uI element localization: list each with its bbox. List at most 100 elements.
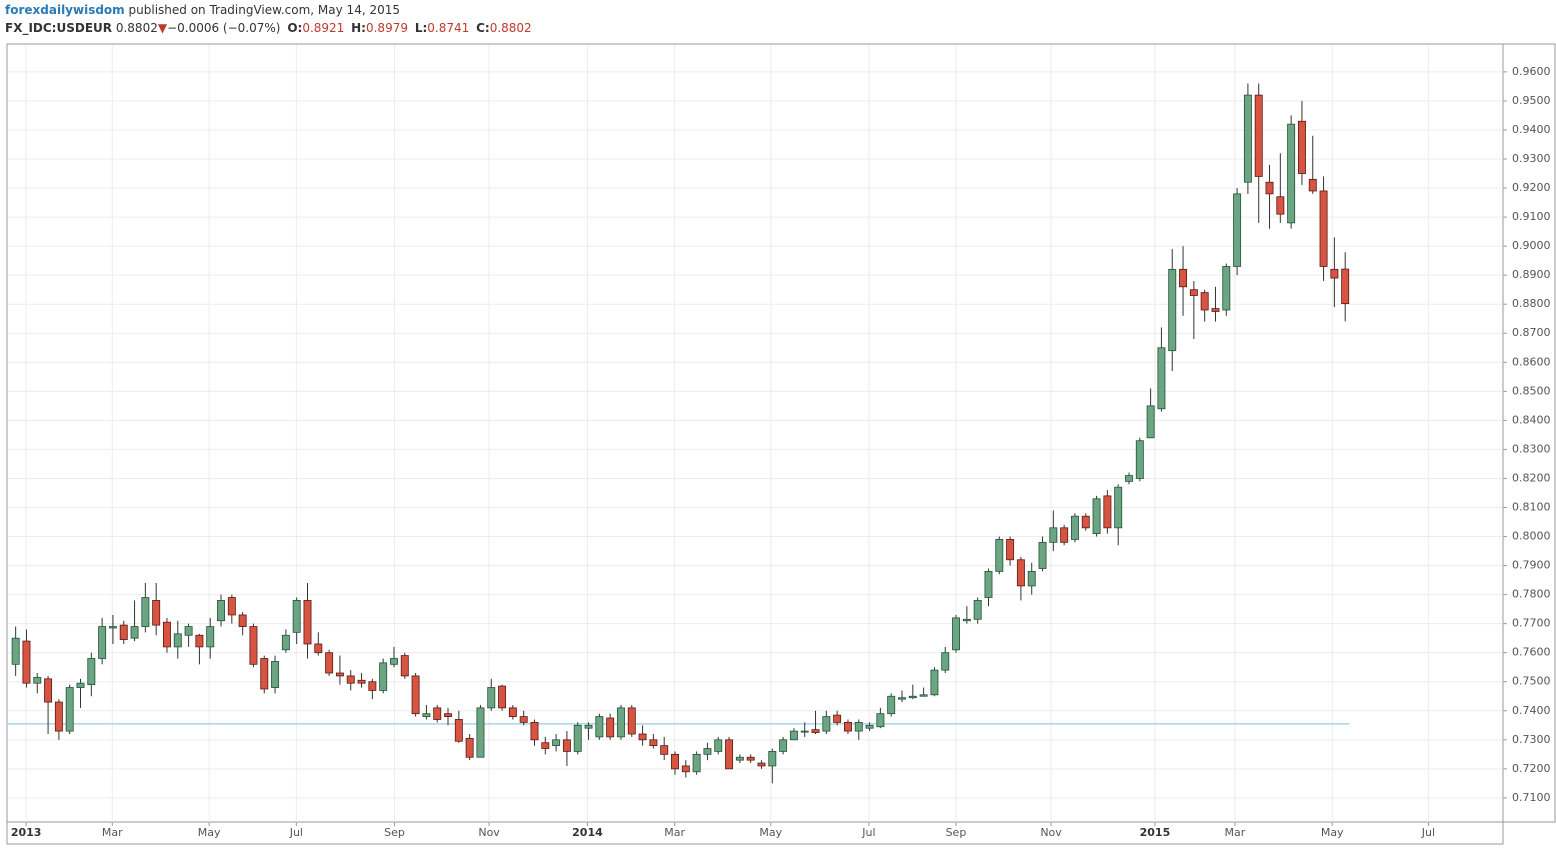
candle-body — [498, 685, 507, 709]
candle-body — [1027, 570, 1036, 587]
candle-body — [833, 714, 842, 723]
x-tick-label: Sep — [946, 826, 967, 839]
candle-body — [627, 707, 636, 735]
y-tick-label: 0.8900 — [1512, 268, 1551, 281]
y-tick-label: 0.7200 — [1512, 762, 1551, 775]
x-tick-label: Mar — [102, 826, 123, 839]
ohlc-value: 0.8802 — [489, 21, 532, 35]
candle-body — [800, 730, 809, 733]
candle-body — [1243, 94, 1252, 183]
candle-body — [87, 658, 96, 686]
candle-body — [746, 756, 755, 761]
candle-body — [335, 672, 344, 677]
y-tick-label: 0.8400 — [1512, 413, 1551, 426]
candle-body — [325, 652, 334, 674]
candle-body — [887, 695, 896, 715]
y-tick-label: 0.7100 — [1512, 791, 1551, 804]
candle-body — [54, 701, 63, 732]
candle-body — [390, 658, 398, 665]
plot-frame — [6, 43, 1504, 823]
y-tick-label: 0.8300 — [1512, 442, 1551, 455]
header-line: forexdailywisdom published on TradingVie… — [5, 3, 400, 17]
candle-body — [984, 570, 993, 598]
candle-body — [541, 742, 550, 749]
y-tick-label: 0.8800 — [1512, 297, 1551, 310]
candle-body — [1038, 541, 1047, 569]
candle-body — [1125, 475, 1133, 482]
candle-body — [1254, 94, 1263, 177]
y-tick-label: 0.8700 — [1512, 326, 1551, 339]
author[interactable]: forexdailywisdom — [5, 3, 125, 17]
candle-body — [1222, 266, 1231, 311]
candle-body — [184, 626, 193, 636]
candle-body — [433, 707, 442, 720]
ohlc-label: L: — [414, 21, 428, 35]
published: published on TradingView.com, May 14, 20… — [128, 3, 400, 17]
candle-body — [400, 655, 409, 677]
candle-body — [379, 662, 388, 691]
candle-body — [898, 697, 906, 700]
ohlc-label: C: — [476, 21, 490, 35]
candle-body — [811, 729, 820, 733]
candle-body — [876, 713, 885, 728]
candle-body — [1341, 268, 1350, 305]
y-tick-label: 0.9600 — [1512, 65, 1551, 78]
candle-body — [108, 626, 117, 629]
x-tick-label: Nov — [478, 826, 500, 839]
y-tick-label: 0.9300 — [1512, 152, 1551, 165]
candle-body — [217, 600, 225, 622]
candle-body — [1287, 123, 1296, 224]
candle-body — [281, 634, 290, 651]
candle-body — [476, 707, 485, 758]
candle-body — [1233, 193, 1242, 267]
y-tick-label: 0.7900 — [1512, 559, 1551, 572]
ohlc-label: H: — [351, 21, 366, 35]
time-axis — [6, 821, 1504, 845]
candle-body — [303, 600, 312, 645]
candle-body — [562, 739, 571, 752]
candle-body — [1006, 539, 1015, 561]
candle-body — [163, 621, 171, 648]
candle-body — [65, 687, 74, 732]
candle-body — [1081, 515, 1090, 529]
candle-body — [649, 739, 658, 747]
candle-body — [314, 643, 323, 654]
candle-body — [573, 724, 582, 752]
candle-body — [238, 614, 247, 627]
candle-body — [206, 626, 215, 648]
x-tick-label: 2015 — [1140, 826, 1171, 839]
candle-body — [444, 713, 452, 717]
candle-body — [854, 721, 863, 732]
candle-body — [703, 748, 712, 755]
candle-body — [1211, 308, 1220, 312]
y-tick-label: 0.7300 — [1512, 733, 1551, 746]
symbol[interactable]: FX_IDC:USDEUR — [5, 21, 113, 35]
candle-body — [1060, 527, 1069, 543]
candle-body — [1200, 292, 1209, 311]
y-tick-label: 0.8600 — [1512, 355, 1551, 368]
candle-body — [822, 716, 831, 732]
candle-body — [952, 617, 961, 651]
candle-body — [1016, 559, 1025, 587]
candle-body — [908, 695, 917, 699]
candle-body — [584, 724, 593, 729]
candle-body — [1092, 498, 1101, 535]
ohlc-value: 0.8741 — [427, 21, 470, 35]
candle-body — [843, 721, 852, 732]
candle-body — [671, 753, 679, 770]
x-tick-label: Jul — [861, 826, 875, 839]
candle-body — [98, 626, 107, 659]
ohlc-value: 0.8979 — [365, 21, 408, 35]
candle-body — [595, 716, 604, 738]
candle-body — [33, 676, 42, 684]
candle-body — [714, 739, 723, 752]
candle-body — [1049, 527, 1058, 543]
x-tick-label: Mar — [1225, 826, 1246, 839]
candle-body — [1189, 289, 1198, 296]
x-tick-label: Mar — [664, 826, 685, 839]
candle-body — [1265, 181, 1274, 195]
candle-body — [152, 600, 161, 626]
y-tick-label: 0.9100 — [1512, 210, 1551, 223]
y-tick-label: 0.8000 — [1512, 530, 1551, 543]
ohlc-value: 0.8921 — [302, 21, 345, 35]
